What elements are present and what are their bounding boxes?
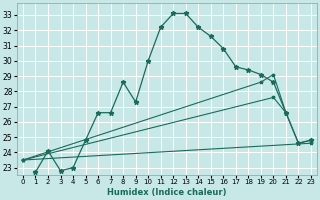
X-axis label: Humidex (Indice chaleur): Humidex (Indice chaleur) [107, 188, 227, 197]
